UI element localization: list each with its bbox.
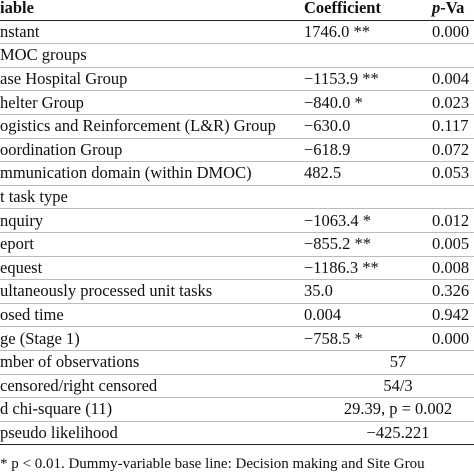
cell: 0.000: [428, 20, 474, 45]
row-label: d chi-square (11): [0, 397, 300, 422]
cell: −758.5 *: [300, 326, 428, 351]
row-label: equest: [0, 256, 300, 281]
table-row: ge (Stage 1) −758.5 * 0.000: [0, 326, 474, 351]
table-row: mmunication domain (within DMOC) 482.5 0.0…: [0, 161, 474, 186]
header-cell: p-Va: [428, 0, 474, 21]
cell: 0.004: [428, 67, 474, 92]
cell: −1063.4 *: [300, 208, 428, 233]
cell: 57: [300, 350, 474, 375]
cell: 0.942: [428, 303, 474, 328]
cell: 482.5: [300, 161, 428, 186]
cell: 54/3: [300, 374, 474, 399]
table-row: ultaneously processed unit tasks 35.0 0.32…: [0, 279, 474, 304]
table-body: nstant 1746.0 ** 0.000 MOC groups ase Hospit…: [0, 20, 474, 446]
row-label: ge (Stage 1): [0, 326, 300, 351]
cell: 0.117: [428, 114, 474, 139]
header-cell: iable: [0, 0, 300, 21]
table-row: nstant 1746.0 ** 0.000: [0, 20, 474, 45]
row-label: censored/right censored: [0, 374, 300, 399]
cell: −855.2 **: [300, 232, 428, 257]
cell: 29.39, p = 0.002: [300, 397, 474, 422]
cell: 0.072: [428, 138, 474, 163]
table-row: MOC groups: [0, 43, 474, 68]
cell: 0.023: [428, 90, 474, 115]
table-row: t task type: [0, 185, 474, 210]
cell: 0.053: [428, 161, 474, 186]
header-cell: Coefficient: [300, 0, 428, 21]
cell: −425.221: [300, 421, 474, 446]
row-label: nquiry: [0, 208, 300, 233]
cell: 0.004: [300, 303, 428, 328]
row-label: eport: [0, 232, 300, 257]
table-row: ogistics and Reinforcement (L&R) Group −6…: [0, 114, 474, 139]
table-row: oordination Group −618.9 0.072: [0, 138, 474, 163]
table-row: helter Group −840.0 * 0.023: [0, 90, 474, 115]
row-label: osed time: [0, 303, 300, 328]
cell: 0.005: [428, 232, 474, 257]
regression-table: iable Coefficient p-Va nstant 1746.0 ** 0.…: [0, 0, 474, 446]
header-row: iable Coefficient p-Va: [0, 0, 474, 21]
cell: −618.9: [300, 138, 428, 163]
cell: 0.326: [428, 279, 474, 304]
table-row: nquiry −1063.4 * 0.012: [0, 208, 474, 233]
row-label: ase Hospital Group: [0, 67, 300, 92]
cell: 35.0: [300, 279, 428, 304]
cell: −1153.9 **: [300, 67, 428, 92]
row-label: nstant: [0, 20, 300, 45]
table-row: d chi-square (11) 29.39, p = 0.002: [0, 397, 474, 422]
table-row: pseudo likelihood −425.221: [0, 421, 474, 446]
row-label: ultaneously processed unit tasks: [0, 279, 300, 304]
row-label: t task type: [0, 185, 474, 210]
table-row: equest −1186.3 ** 0.008: [0, 256, 474, 281]
cell: 0.012: [428, 208, 474, 233]
row-label: pseudo likelihood: [0, 421, 300, 446]
row-label: oordination Group: [0, 138, 300, 163]
cell: −630.0: [300, 114, 428, 139]
table-row: ase Hospital Group −1153.9 ** 0.004: [0, 67, 474, 92]
footnote: * p < 0.01. Dummy-variable base line: De…: [0, 456, 425, 472]
row-label: helter Group: [0, 90, 300, 115]
row-label: mmunication domain (within DMOC): [0, 161, 300, 186]
cell: −840.0 *: [300, 90, 428, 115]
table-row: censored/right censored 54/3: [0, 374, 474, 399]
cell: 0.008: [428, 256, 474, 281]
table-row: osed time 0.004 0.942: [0, 303, 474, 328]
table-row: eport −855.2 ** 0.005: [0, 232, 474, 257]
row-label: MOC groups: [0, 43, 474, 68]
row-label: ogistics and Reinforcement (L&R) Group: [0, 114, 300, 139]
cell: −1186.3 **: [300, 256, 428, 281]
cell: 1746.0 **: [300, 20, 428, 45]
table-row: mber of observations 57: [0, 350, 474, 375]
row-label: mber of observations: [0, 350, 300, 375]
cell: 0.000: [428, 326, 474, 351]
